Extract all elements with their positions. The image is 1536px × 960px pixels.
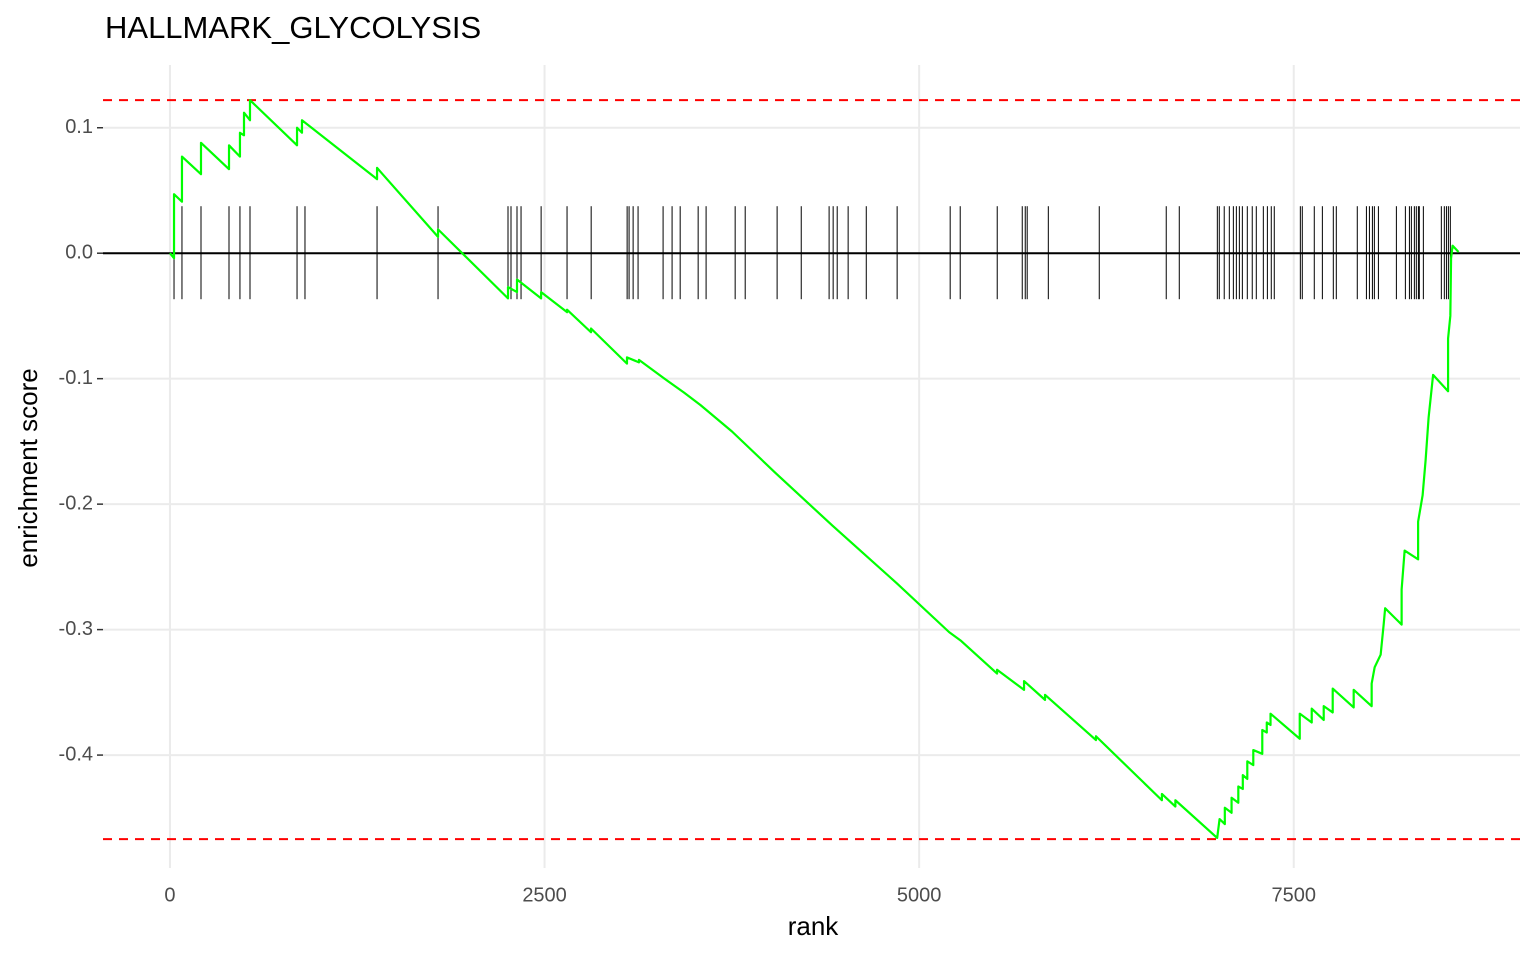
x-axis-label: rank — [788, 911, 840, 941]
x-tick-label: 0 — [164, 884, 175, 906]
y-tick-label: -0.3 — [59, 618, 93, 640]
x-tick-label: 7500 — [1271, 884, 1316, 906]
y-tick-label: -0.2 — [59, 492, 93, 514]
x-tick-label: 2500 — [522, 884, 567, 906]
x-tick-label: 5000 — [897, 884, 942, 906]
y-tick-label: 0.1 — [65, 116, 93, 138]
y-tick-label: -0.1 — [59, 367, 93, 389]
chart-title: HALLMARK_GLYCOLYSIS — [105, 10, 481, 45]
y-axis-label: enrichment score — [13, 368, 43, 567]
es-line — [169, 99, 1460, 839]
y-tick-label: 0.0 — [65, 241, 93, 263]
y-tick-label: -0.4 — [59, 743, 93, 765]
